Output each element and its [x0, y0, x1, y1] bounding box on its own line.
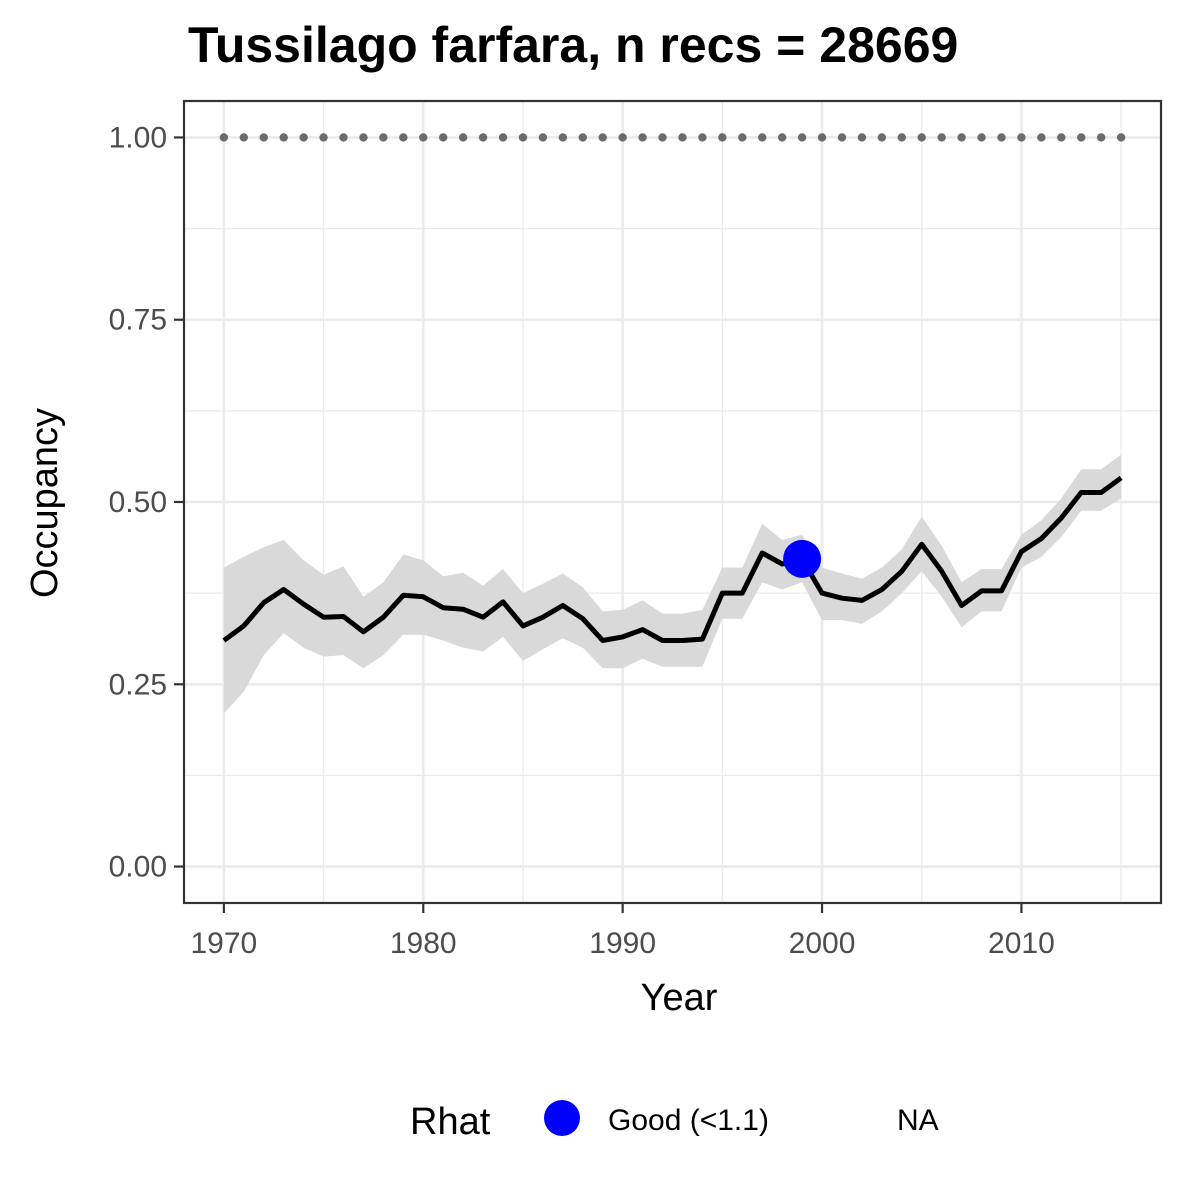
y-tick-label: 0.00 — [109, 851, 167, 884]
reference-dot — [538, 133, 548, 142]
reference-dot — [439, 133, 448, 142]
y-tick-label: 0.25 — [109, 668, 167, 701]
reference-dot — [777, 133, 787, 142]
reference-dot — [817, 133, 827, 142]
reference-dot — [837, 133, 847, 142]
reference-dot — [977, 133, 986, 142]
y-axis-title: Occupancy — [24, 408, 66, 598]
reference-dot — [558, 133, 568, 142]
plot-panel: 0.00 0.25 0.50 0.75 1.00 1970 1980 1990 2000 2010 — [109, 99, 1163, 960]
reference-dot — [1077, 133, 1086, 142]
reference-dot — [219, 133, 229, 142]
chart-title: Tussilago farfara, n recs = 28669 — [188, 17, 958, 73]
rhat-good-point — [783, 539, 822, 578]
reference-dot — [359, 133, 368, 142]
reference-dot — [758, 133, 767, 142]
x-tick-label: 1990 — [589, 927, 656, 960]
reference-line-dots — [219, 133, 1126, 142]
reference-dot — [1116, 133, 1126, 142]
reference-dot — [857, 133, 867, 142]
reference-dot — [678, 133, 687, 142]
reference-dot — [658, 133, 667, 142]
x-axis-title: Year — [641, 977, 718, 1019]
reference-dot — [957, 133, 966, 142]
reference-dot — [738, 133, 747, 142]
reference-dot — [478, 133, 488, 142]
y-tick-label: 0.75 — [109, 304, 167, 337]
reference-dot — [458, 133, 468, 142]
reference-dot — [379, 133, 388, 142]
reference-dot — [1096, 133, 1106, 142]
x-tick-label: 1970 — [191, 927, 258, 960]
reference-dot — [279, 133, 288, 142]
reference-dot — [718, 133, 727, 142]
reference-dot — [598, 133, 607, 142]
reference-dot — [259, 133, 268, 142]
legend: Rhat Good (<1.1) NA — [410, 1100, 939, 1143]
reference-dot — [399, 133, 408, 142]
x-tick-label: 2000 — [789, 927, 856, 960]
reference-dot — [638, 133, 647, 142]
x-tick-label: 1980 — [390, 927, 457, 960]
reference-dot — [1017, 133, 1026, 142]
reference-dot — [1037, 133, 1046, 142]
y-tick-label: 1.00 — [109, 121, 167, 154]
reference-dot — [698, 133, 707, 142]
x-tick-label: 2010 — [988, 927, 1055, 960]
reference-dot — [578, 133, 587, 142]
reference-dot — [299, 133, 308, 142]
legend-title: Rhat — [410, 1101, 491, 1143]
series-0-confidence-ribbon — [223, 454, 1122, 714]
reference-dot — [937, 133, 946, 142]
reference-dot — [1057, 133, 1066, 142]
legend-key-good-marker — [544, 1100, 580, 1136]
legend-label-na: NA — [897, 1104, 939, 1137]
reference-dot — [877, 133, 887, 142]
reference-dot — [797, 133, 807, 142]
reference-dot — [339, 133, 348, 142]
reference-dot — [319, 133, 328, 142]
series-0-line — [222, 475, 1123, 643]
y-tick-label: 0.50 — [109, 486, 167, 519]
reference-dot — [897, 133, 906, 142]
reference-dot — [518, 133, 528, 142]
reference-dot — [239, 133, 249, 142]
reference-dot — [917, 133, 926, 142]
legend-label-good: Good (<1.1) — [608, 1104, 769, 1137]
reference-dot — [498, 133, 508, 142]
reference-dot — [618, 133, 627, 142]
reference-dot — [997, 133, 1006, 142]
reference-dot — [419, 133, 428, 142]
